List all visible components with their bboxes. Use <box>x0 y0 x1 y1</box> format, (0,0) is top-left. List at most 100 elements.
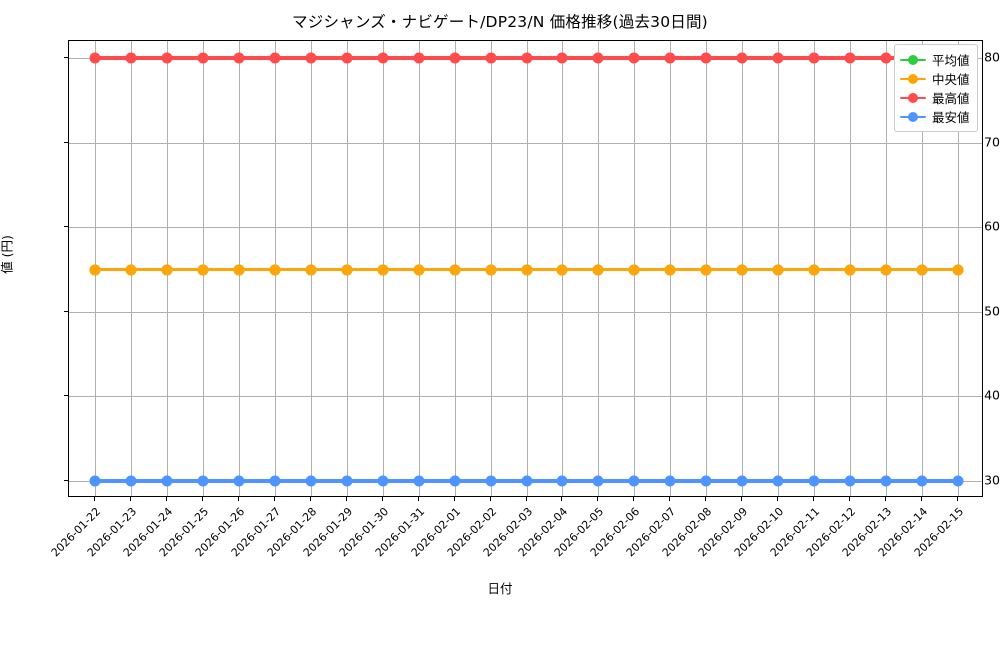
x-tick-mark <box>920 497 922 501</box>
series-line-segment <box>239 56 275 60</box>
x-tick-mark <box>561 497 563 501</box>
data-point-marker <box>89 264 101 275</box>
series-line-segment <box>706 56 743 60</box>
series-line-segment <box>742 479 779 483</box>
data-point-marker <box>197 264 209 275</box>
data-point-marker <box>916 475 928 487</box>
series-line-segment <box>562 479 599 483</box>
data-point-marker <box>592 52 604 64</box>
series-line-segment <box>131 56 168 60</box>
series-line-segment <box>706 479 743 483</box>
legend-label: 中央値 <box>932 72 970 87</box>
y-tick-mark <box>64 480 68 482</box>
data-point-marker <box>449 52 461 64</box>
series-line-segment <box>95 479 132 483</box>
series-line-segment <box>454 267 491 272</box>
data-point-marker <box>556 264 568 275</box>
series-line-segment <box>562 56 599 60</box>
series-line-segment <box>670 479 707 483</box>
series-line-segment <box>634 479 671 483</box>
series-line-segment <box>526 479 563 483</box>
x-tick-mark <box>417 497 419 501</box>
x-tick-mark <box>705 497 707 501</box>
data-point-marker <box>700 52 712 64</box>
series-line-segment <box>239 479 275 483</box>
data-point-marker <box>664 52 676 64</box>
x-tick-mark <box>884 497 886 501</box>
y-tick-mark <box>64 56 68 58</box>
data-point-marker <box>844 475 856 487</box>
data-point-marker <box>664 264 676 275</box>
series-line-segment <box>203 479 239 483</box>
series-line-segment <box>813 479 850 483</box>
data-point-marker <box>592 264 604 275</box>
series-line-segment <box>490 479 527 483</box>
series-line-segment <box>346 267 383 272</box>
series-line-segment <box>203 56 239 60</box>
x-tick-mark <box>202 497 204 501</box>
x-tick-mark <box>94 497 96 501</box>
data-point-marker <box>700 475 712 487</box>
series-line-segment <box>849 56 886 60</box>
data-point-marker <box>916 264 928 275</box>
legend-label: 平均値 <box>932 53 970 68</box>
data-point-marker <box>341 475 353 487</box>
series-line-segment <box>95 267 132 272</box>
data-point-marker <box>628 52 640 64</box>
data-point-marker <box>521 475 532 487</box>
data-point-marker <box>413 475 425 487</box>
x-tick-mark <box>238 497 239 501</box>
series-line-segment <box>526 267 563 272</box>
data-point-marker <box>485 264 497 275</box>
y-tick-mark <box>64 141 68 143</box>
data-point-marker <box>197 52 209 64</box>
data-point-marker <box>880 52 892 64</box>
y-tick-label: 40 <box>984 387 1000 403</box>
data-point-marker <box>125 264 137 275</box>
series-line-segment <box>418 267 455 272</box>
data-point-marker <box>161 475 173 487</box>
data-point-marker <box>161 52 173 64</box>
chart-figure: マジシャンズ・ナビゲート/DP23/N 価格推移(過去30日間) 値 (円) 日… <box>0 13 1000 596</box>
series-line-segment <box>634 56 671 60</box>
y-tick-mark <box>64 226 68 228</box>
y-axis-label: 値 (円) <box>0 235 15 274</box>
series-line-segment <box>310 479 347 483</box>
data-point-marker <box>485 52 497 64</box>
series-line-segment <box>203 267 239 272</box>
series-line-segment <box>454 56 491 60</box>
series-line-segment <box>382 56 419 60</box>
legend-label: 最高値 <box>932 91 970 106</box>
data-point-marker <box>341 52 353 64</box>
gridline-horizontal <box>69 396 982 398</box>
data-point-marker <box>772 264 784 275</box>
x-tick-mark <box>489 497 491 501</box>
x-tick-mark <box>345 497 347 501</box>
chart-legend: 平均値 中央値 最高値 最安値 <box>894 44 978 132</box>
data-point-marker <box>952 264 964 275</box>
x-tick-mark <box>741 497 743 501</box>
x-tick-mark <box>381 497 383 501</box>
series-line-segment <box>778 56 814 60</box>
data-point-marker <box>952 475 964 487</box>
series-line-segment <box>885 479 922 483</box>
plot-area <box>68 40 983 497</box>
gridline-horizontal <box>69 142 982 144</box>
data-point-marker <box>89 475 101 487</box>
data-point-marker <box>125 475 137 487</box>
series-line-segment <box>310 56 347 60</box>
data-point-marker <box>89 52 101 64</box>
data-point-marker <box>377 475 389 487</box>
series-line-segment <box>346 479 383 483</box>
series-line-segment <box>490 267 527 272</box>
series-line-segment <box>382 267 419 272</box>
legend-item: 最高値 <box>900 88 970 107</box>
data-point-marker <box>556 52 568 64</box>
series-line-segment <box>418 479 455 483</box>
data-point-marker <box>233 475 245 487</box>
x-tick-mark <box>453 497 455 501</box>
series-line-segment <box>670 267 707 272</box>
x-tick-mark <box>812 497 814 501</box>
series-line-segment <box>167 267 204 272</box>
legend-marker-icon <box>900 73 926 85</box>
